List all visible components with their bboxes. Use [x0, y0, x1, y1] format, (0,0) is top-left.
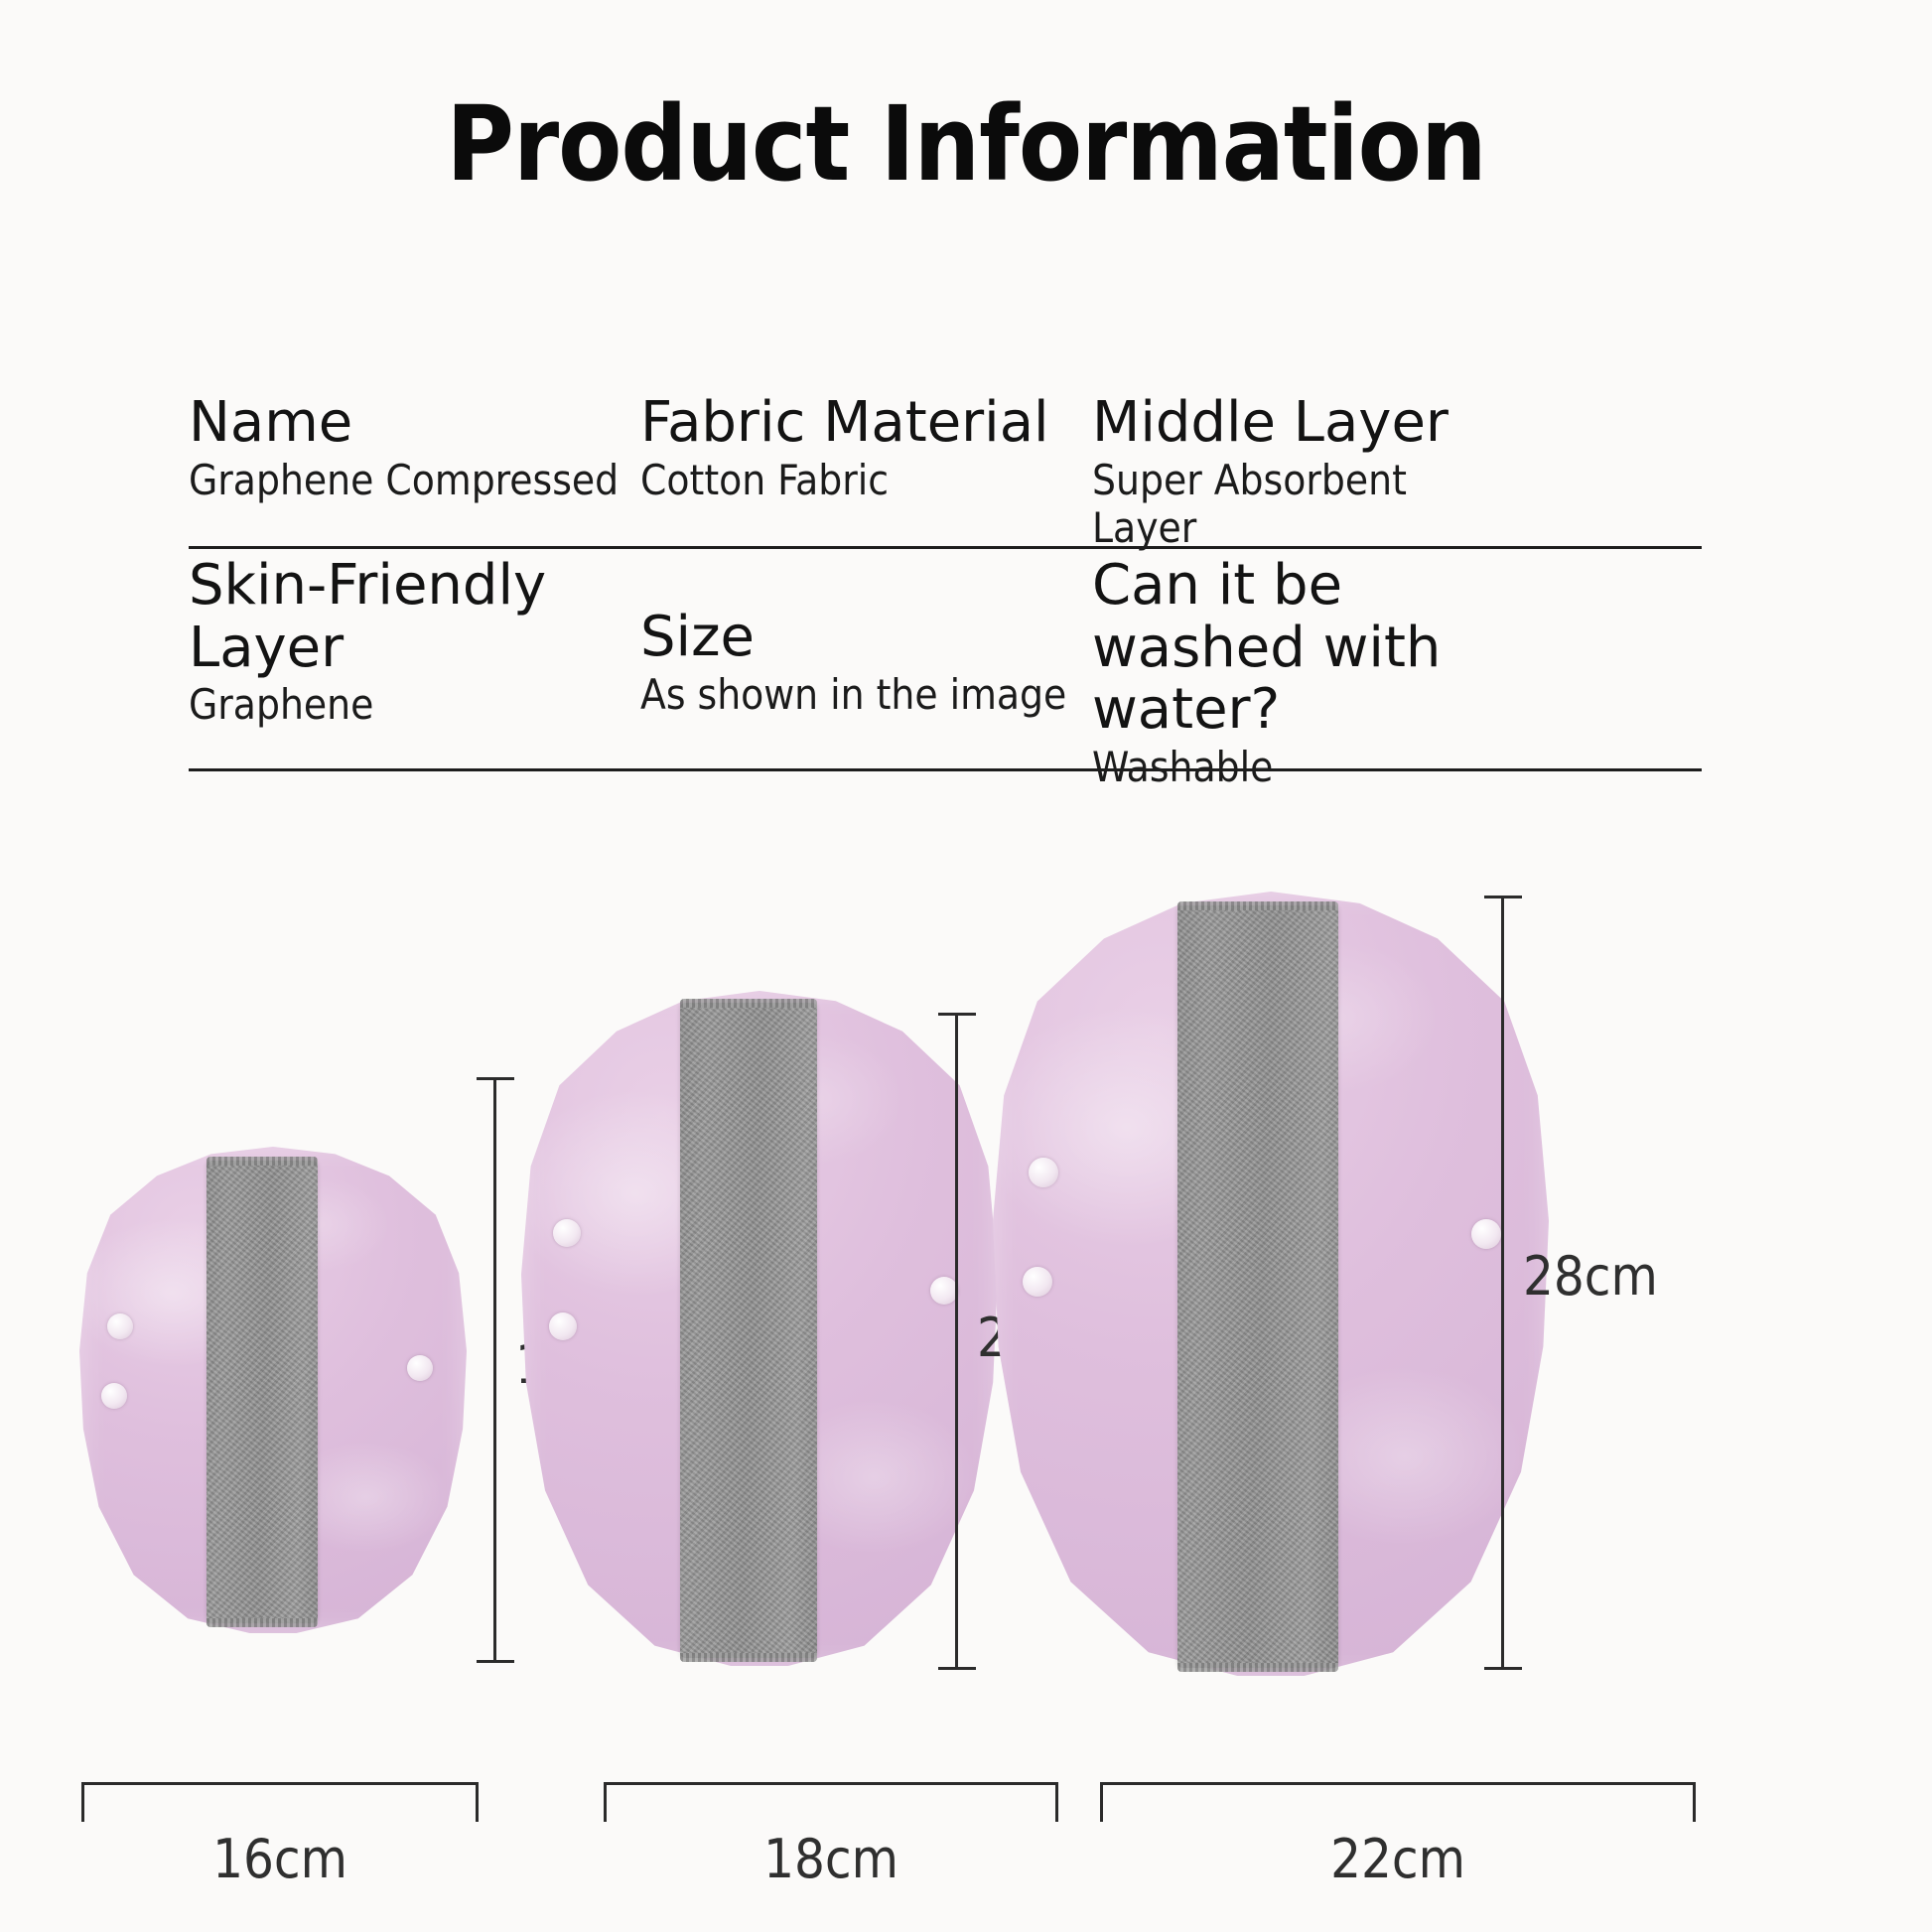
spec-value: Graphene Compressed [189, 455, 620, 504]
dimension-cap-top [477, 1077, 514, 1080]
dimension-line [604, 1782, 1058, 1785]
product-spec-table: Name Graphene Compressed Fabric Material… [189, 391, 1702, 791]
spec-cell-fabric-material: Fabric Material Cotton Fabric [640, 390, 1092, 553]
dimension-cap-top [1484, 896, 1522, 898]
table-row-divider [189, 768, 1702, 771]
snap-button [1023, 1267, 1052, 1297]
dimension-cap-bottom [938, 1667, 976, 1670]
snap-button [549, 1312, 577, 1340]
dimension-label: 22cm [1330, 1828, 1465, 1890]
snap-button [1029, 1158, 1058, 1187]
dimension-cap-bottom [1484, 1667, 1522, 1670]
spec-cell-size: Size As shown in the image [640, 555, 1092, 792]
dimension-cap-left [1100, 1782, 1103, 1822]
spec-value: Super Absorbent Layer [1092, 455, 1407, 553]
dimension-line [81, 1782, 479, 1785]
page-title: Product Information [446, 83, 1486, 205]
table-row: Skin-Friendly Layer Graphene Size As sho… [189, 554, 1702, 791]
dimension-cap-right [1693, 1782, 1696, 1822]
spec-value: As shown in the image [640, 669, 1067, 719]
absorbent-core [1177, 901, 1338, 1672]
snap-button [101, 1383, 127, 1409]
dimension-line [955, 1013, 958, 1670]
dimension-label: 16cm [212, 1828, 347, 1890]
medium-pad-group [521, 991, 1077, 1676]
snap-button [553, 1219, 581, 1247]
spec-cell-middle-layer: Middle Layer Super Absorbent Layer [1092, 390, 1529, 553]
spec-label: Can it be washed with water? [1092, 553, 1442, 743]
snap-button [1471, 1219, 1501, 1249]
dimension-label: 28cm [1523, 1245, 1658, 1308]
table-row-divider [189, 546, 1702, 549]
snap-button [107, 1313, 133, 1339]
absorbent-core [680, 999, 817, 1662]
spec-value: Graphene [189, 680, 374, 730]
spec-value: Washable [1092, 743, 1274, 792]
spec-cell-name: Name Graphene Compressed [189, 390, 640, 553]
spec-label: Fabric Material [640, 390, 1049, 455]
spec-label: Name [189, 390, 353, 455]
dimension-cap-right [1055, 1782, 1058, 1822]
dimension-line [1100, 1782, 1696, 1785]
dimension-cap-bottom [477, 1660, 514, 1663]
large-pad-group [993, 892, 1628, 1686]
snap-button [930, 1277, 958, 1305]
snap-button [407, 1355, 433, 1381]
small-pad-group [79, 1147, 556, 1663]
absorbent-core [207, 1157, 318, 1627]
dimension-cap-left [604, 1782, 607, 1822]
spec-value: Cotton Fabric [640, 455, 890, 504]
dimension-cap-left [81, 1782, 84, 1822]
spec-cell-skin-friendly-layer: Skin-Friendly Layer Graphene [189, 553, 640, 792]
dimension-line [493, 1077, 496, 1663]
spec-label: Middle Layer [1092, 390, 1449, 455]
spec-cell-washable: Can it be washed with water? Washable [1092, 553, 1529, 792]
product-size-comparison: 18cm 16cm 23cm 18cm [0, 874, 1932, 1932]
spec-label: Skin-Friendly Layer [189, 553, 547, 680]
table-row: Name Graphene Compressed Fabric Material… [189, 391, 1702, 552]
dimension-cap-top [938, 1013, 976, 1016]
dimension-cap-right [476, 1782, 479, 1822]
dimension-line [1501, 896, 1504, 1670]
dimension-label: 18cm [763, 1828, 898, 1890]
spec-label: Size [640, 605, 755, 669]
